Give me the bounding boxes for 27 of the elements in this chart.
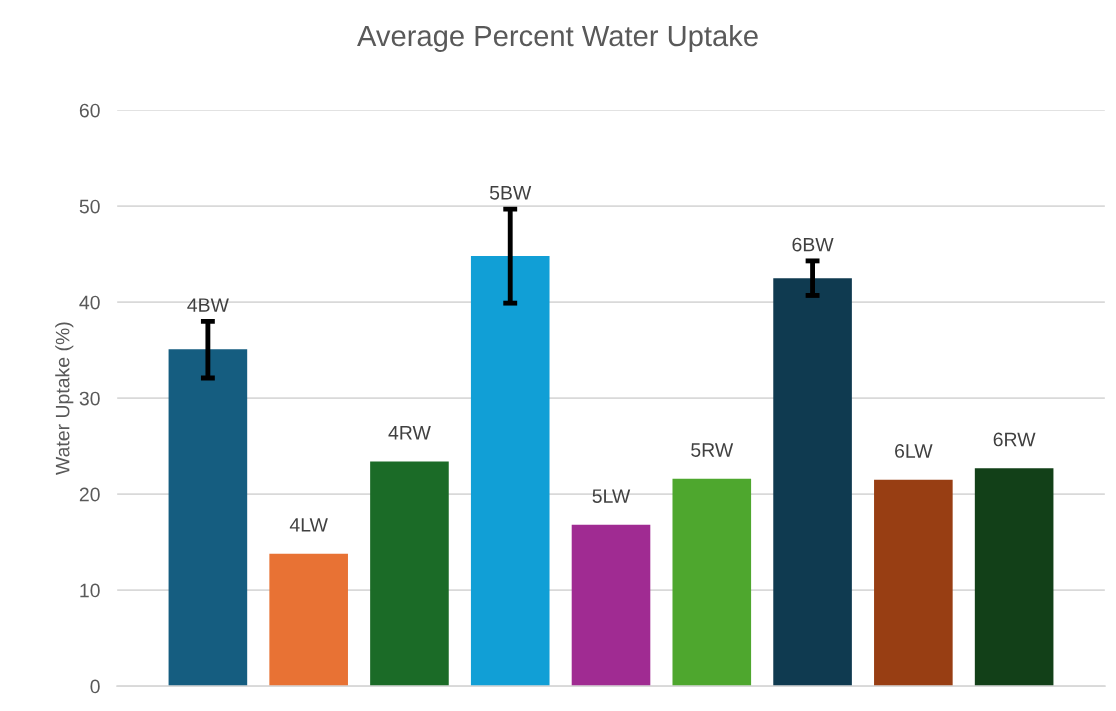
y-tick-label: 30 (79, 391, 100, 406)
x-tick-label: 4RW (388, 426, 431, 440)
y-tick-label: 40 (79, 295, 100, 310)
bar (571, 524, 651, 687)
chart-title: Average Percent Water Uptake (357, 24, 758, 53)
x-tick-label: 6RW (993, 432, 1036, 447)
y-tick-label: 0 (90, 679, 100, 694)
bar (672, 478, 752, 687)
x-tick-label: 4BW (187, 298, 229, 312)
x-tick-label: 5LW (592, 489, 631, 503)
y-tick-label: 10 (80, 583, 100, 598)
x-tick-label: 6BW (792, 237, 834, 252)
bar (370, 461, 449, 687)
x-tick-label: 5RW (691, 443, 734, 457)
bar (773, 278, 852, 687)
y-tick-label: 50 (79, 199, 100, 214)
bar (874, 479, 953, 687)
y-tick-label: 60 (79, 103, 100, 118)
bar (974, 468, 1054, 687)
x-tick-label: 5BW (489, 186, 532, 200)
x-tick-label: 6LW (895, 444, 933, 458)
bar (470, 256, 550, 687)
bar (168, 349, 248, 687)
y-tick-label: 20 (79, 487, 100, 502)
y-axis-title: Water Uptake (%) (55, 322, 74, 475)
x-tick-label: 4LW (289, 518, 328, 532)
bar (269, 553, 348, 687)
